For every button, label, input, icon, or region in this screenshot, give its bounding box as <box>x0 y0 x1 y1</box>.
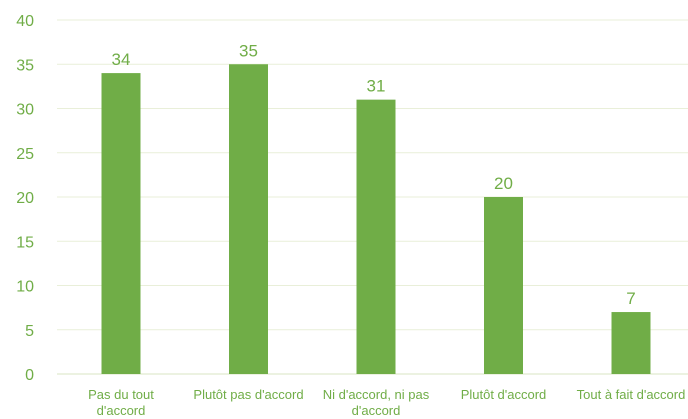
bars <box>101 64 651 375</box>
x-tick-label-line: Plutôt d'accord <box>461 387 547 402</box>
x-tick-label-line: Plutôt pas d'accord <box>193 387 303 402</box>
bar <box>611 312 651 374</box>
data-label: 20 <box>494 174 513 193</box>
x-tick-label: Ni d'accord, ni pas d'accord <box>323 387 430 418</box>
y-tick-label: 35 <box>16 57 34 74</box>
y-tick-label: 10 <box>16 279 34 296</box>
data-labels: 34 35 31 20 7 <box>112 41 636 308</box>
x-tick-label: Pas du tout d'accord <box>88 387 154 418</box>
x-tick-label-line: Tout à fait d'accord <box>577 387 686 402</box>
y-tick-label: 25 <box>16 146 34 163</box>
x-tick-label-line: Ni d'accord, ni pas <box>323 387 430 402</box>
x-tick-label: Plutôt pas d'accord <box>193 387 303 402</box>
y-tick-label: 30 <box>16 102 34 119</box>
bar <box>101 73 141 374</box>
x-tick-label-line: d'accord <box>352 403 401 418</box>
data-label: 35 <box>239 41 258 60</box>
x-tick-label: Plutôt d'accord <box>461 387 547 402</box>
x-tick-label-line: d'accord <box>97 403 146 418</box>
x-tick-label-line: Pas du tout <box>88 387 154 402</box>
data-label: 34 <box>112 50 131 69</box>
data-label: 31 <box>367 77 386 96</box>
data-label: 7 <box>626 289 635 308</box>
bar <box>229 64 268 374</box>
y-tick-label: 0 <box>25 367 34 384</box>
x-tick-label: Tout à fait d'accord <box>577 387 686 402</box>
y-tick-label: 20 <box>16 190 34 207</box>
y-tick-label: 5 <box>25 323 34 340</box>
bar <box>484 197 523 374</box>
y-tick-label: 15 <box>16 234 34 251</box>
y-axis: 0 5 10 15 20 25 30 35 40 <box>16 13 34 384</box>
bar <box>356 99 396 375</box>
y-tick-label: 40 <box>16 13 34 30</box>
